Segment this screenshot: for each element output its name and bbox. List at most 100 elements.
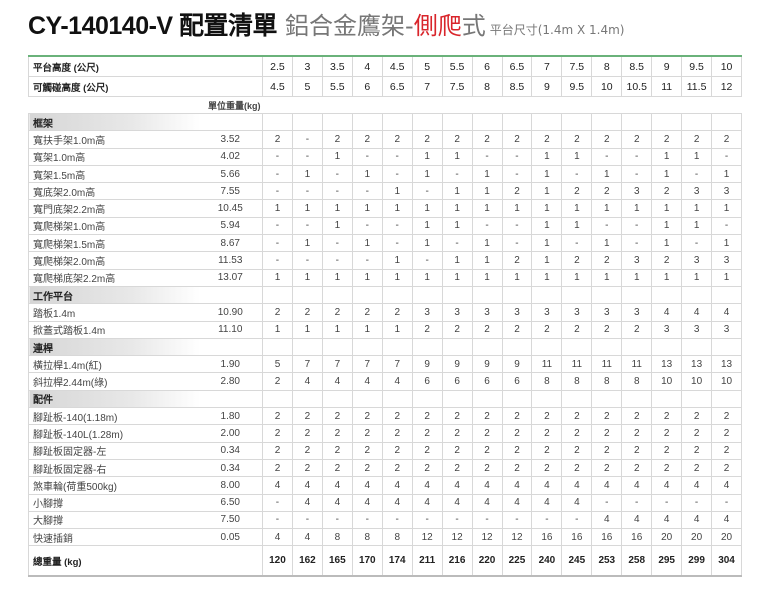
quantity-cell: 2 <box>621 407 653 426</box>
quantity-cell: - <box>321 510 353 530</box>
quantity-cell: 10 <box>681 372 713 391</box>
section-header: 框架 <box>28 112 742 132</box>
quantity-cell: 2 <box>591 407 623 426</box>
quantity-cell: 2 <box>381 441 413 460</box>
quantity-cell: 2 <box>561 407 593 426</box>
total-weight: 211 <box>411 545 443 578</box>
quantity-cell: 2 <box>621 441 653 460</box>
table-row: 寬架1.5m高 5.66-1-1-1-1-1-1-1-1 <box>28 164 742 184</box>
total-weight: 120 <box>262 545 293 578</box>
quantity-cell: 12 <box>441 528 473 547</box>
spacer <box>472 96 502 114</box>
empty-cell <box>501 285 533 305</box>
table-row: 大腳撐 7.50- - - - - - - - - - -4 4 4 4 4 <box>28 510 742 530</box>
quantity-cell: 4 <box>351 372 383 391</box>
quantity-cell: 2 <box>262 441 293 460</box>
quantity-cell: 1 <box>711 164 742 184</box>
empty-cell <box>471 112 503 132</box>
unit-weight: 0.34 <box>198 458 263 478</box>
quantity-cell: - <box>711 216 742 236</box>
quantity-cell: 2 <box>591 441 623 460</box>
empty-cell <box>561 337 593 357</box>
quantity-cell: 3 <box>441 303 473 322</box>
empty-cell <box>351 112 383 132</box>
empty-cell <box>262 285 293 305</box>
empty-cell <box>711 389 742 409</box>
quantity-cell: - <box>411 251 443 270</box>
height-value: 6.5 <box>381 76 413 97</box>
item-name: 小腳撐 <box>28 493 199 512</box>
table-row: 踏板1.4m 10.90 2 2 2 2 2 3 3 3 3 3 3 3 3 4 4 4 <box>28 303 742 322</box>
quantity-cell: 2 <box>501 182 533 201</box>
quantity-cell: 4 <box>291 476 323 495</box>
quantity-cell: 2 <box>321 424 353 443</box>
empty-cell <box>471 389 503 409</box>
empty-cell <box>501 389 533 409</box>
quantity-cell: - <box>262 147 293 166</box>
quantity-cell: 4 <box>381 372 413 391</box>
quantity-cell: 3 <box>591 303 623 322</box>
quantity-cell: 1 <box>262 320 293 339</box>
height-value: 4.5 <box>381 55 413 77</box>
quantity-cell: 2 <box>351 441 383 460</box>
quantity-cell: 4 <box>471 493 503 512</box>
quantity-cell: 7 <box>321 355 353 374</box>
quantity-cell: 4 <box>651 303 683 322</box>
unit-weight: 13.07 <box>198 268 263 287</box>
quantity-cell: 4 <box>561 476 593 495</box>
spacer <box>711 96 742 114</box>
quantity-cell: 2 <box>501 458 533 478</box>
unit-weight: 7.55 <box>198 182 263 201</box>
quantity-cell: - <box>321 234 353 253</box>
quantity-cell: 2 <box>441 424 473 443</box>
quantity-cell: - <box>381 234 413 253</box>
quantity-cell: 4 <box>711 303 742 322</box>
configuration-table: 平台高度 (公尺) 2.5 3 3.5 4 4.5 5 5.5 6 6.5 7 7.5 8 8.5 9 9.5… <box>28 55 742 578</box>
quantity-cell: 1 <box>561 268 593 287</box>
unit-weight-header: 單位重量(kg) <box>198 96 263 114</box>
quantity-cell: 2 <box>351 130 383 149</box>
quantity-cell: 2 <box>651 251 683 270</box>
empty-cell <box>321 112 353 132</box>
quantity-cell: 20 <box>711 528 742 547</box>
quantity-cell: 2 <box>471 407 503 426</box>
quantity-cell: 2 <box>621 320 653 339</box>
quantity-cell: - <box>351 510 383 530</box>
quantity-cell: 1 <box>441 182 473 201</box>
empty-cell <box>411 285 443 305</box>
unit-row: 單位重量(kg) <box>28 96 742 114</box>
quantity-cell: 1 <box>531 268 563 287</box>
quantity-cell: - <box>711 493 742 512</box>
total-weight: 258 <box>621 545 653 578</box>
empty-cell <box>291 337 323 357</box>
quantity-cell: 3 <box>471 303 503 322</box>
quantity-cell: - <box>351 216 383 236</box>
quantity-cell: 1 <box>711 268 742 287</box>
quantity-cell: 2 <box>381 424 413 443</box>
quantity-cell: - <box>681 493 713 512</box>
table-row: 小腳撐 6.50-4 4 4 4 4 4 4 4 4 4- - - - - <box>28 493 742 512</box>
empty-cell <box>501 112 533 132</box>
item-name: 斜拉桿2.44m(綠) <box>28 372 199 391</box>
spacer <box>28 96 199 114</box>
quantity-cell: - <box>501 510 533 530</box>
quantity-cell: 1 <box>561 216 593 236</box>
empty-cell <box>681 389 713 409</box>
quantity-cell: 3 <box>711 182 742 201</box>
quantity-cell: 7 <box>351 355 383 374</box>
total-weight: 240 <box>531 545 563 578</box>
empty-cell <box>441 112 473 132</box>
quantity-cell: 1 <box>471 268 503 287</box>
total-weight: 295 <box>651 545 683 578</box>
item-name: 寬底架2.0m高 <box>28 182 199 201</box>
quantity-cell: - <box>621 164 653 184</box>
quantity-cell: 4 <box>351 476 383 495</box>
item-name: 寬架1.5m高 <box>28 164 199 184</box>
quantity-cell: 2 <box>351 458 383 478</box>
quantity-cell: 12 <box>501 528 533 547</box>
quantity-cell: 2 <box>381 130 413 149</box>
quantity-cell: 16 <box>591 528 623 547</box>
section-label: 工作平台 <box>28 285 199 305</box>
unit-weight: 7.50 <box>198 510 263 530</box>
height-value: 5 <box>411 55 443 77</box>
